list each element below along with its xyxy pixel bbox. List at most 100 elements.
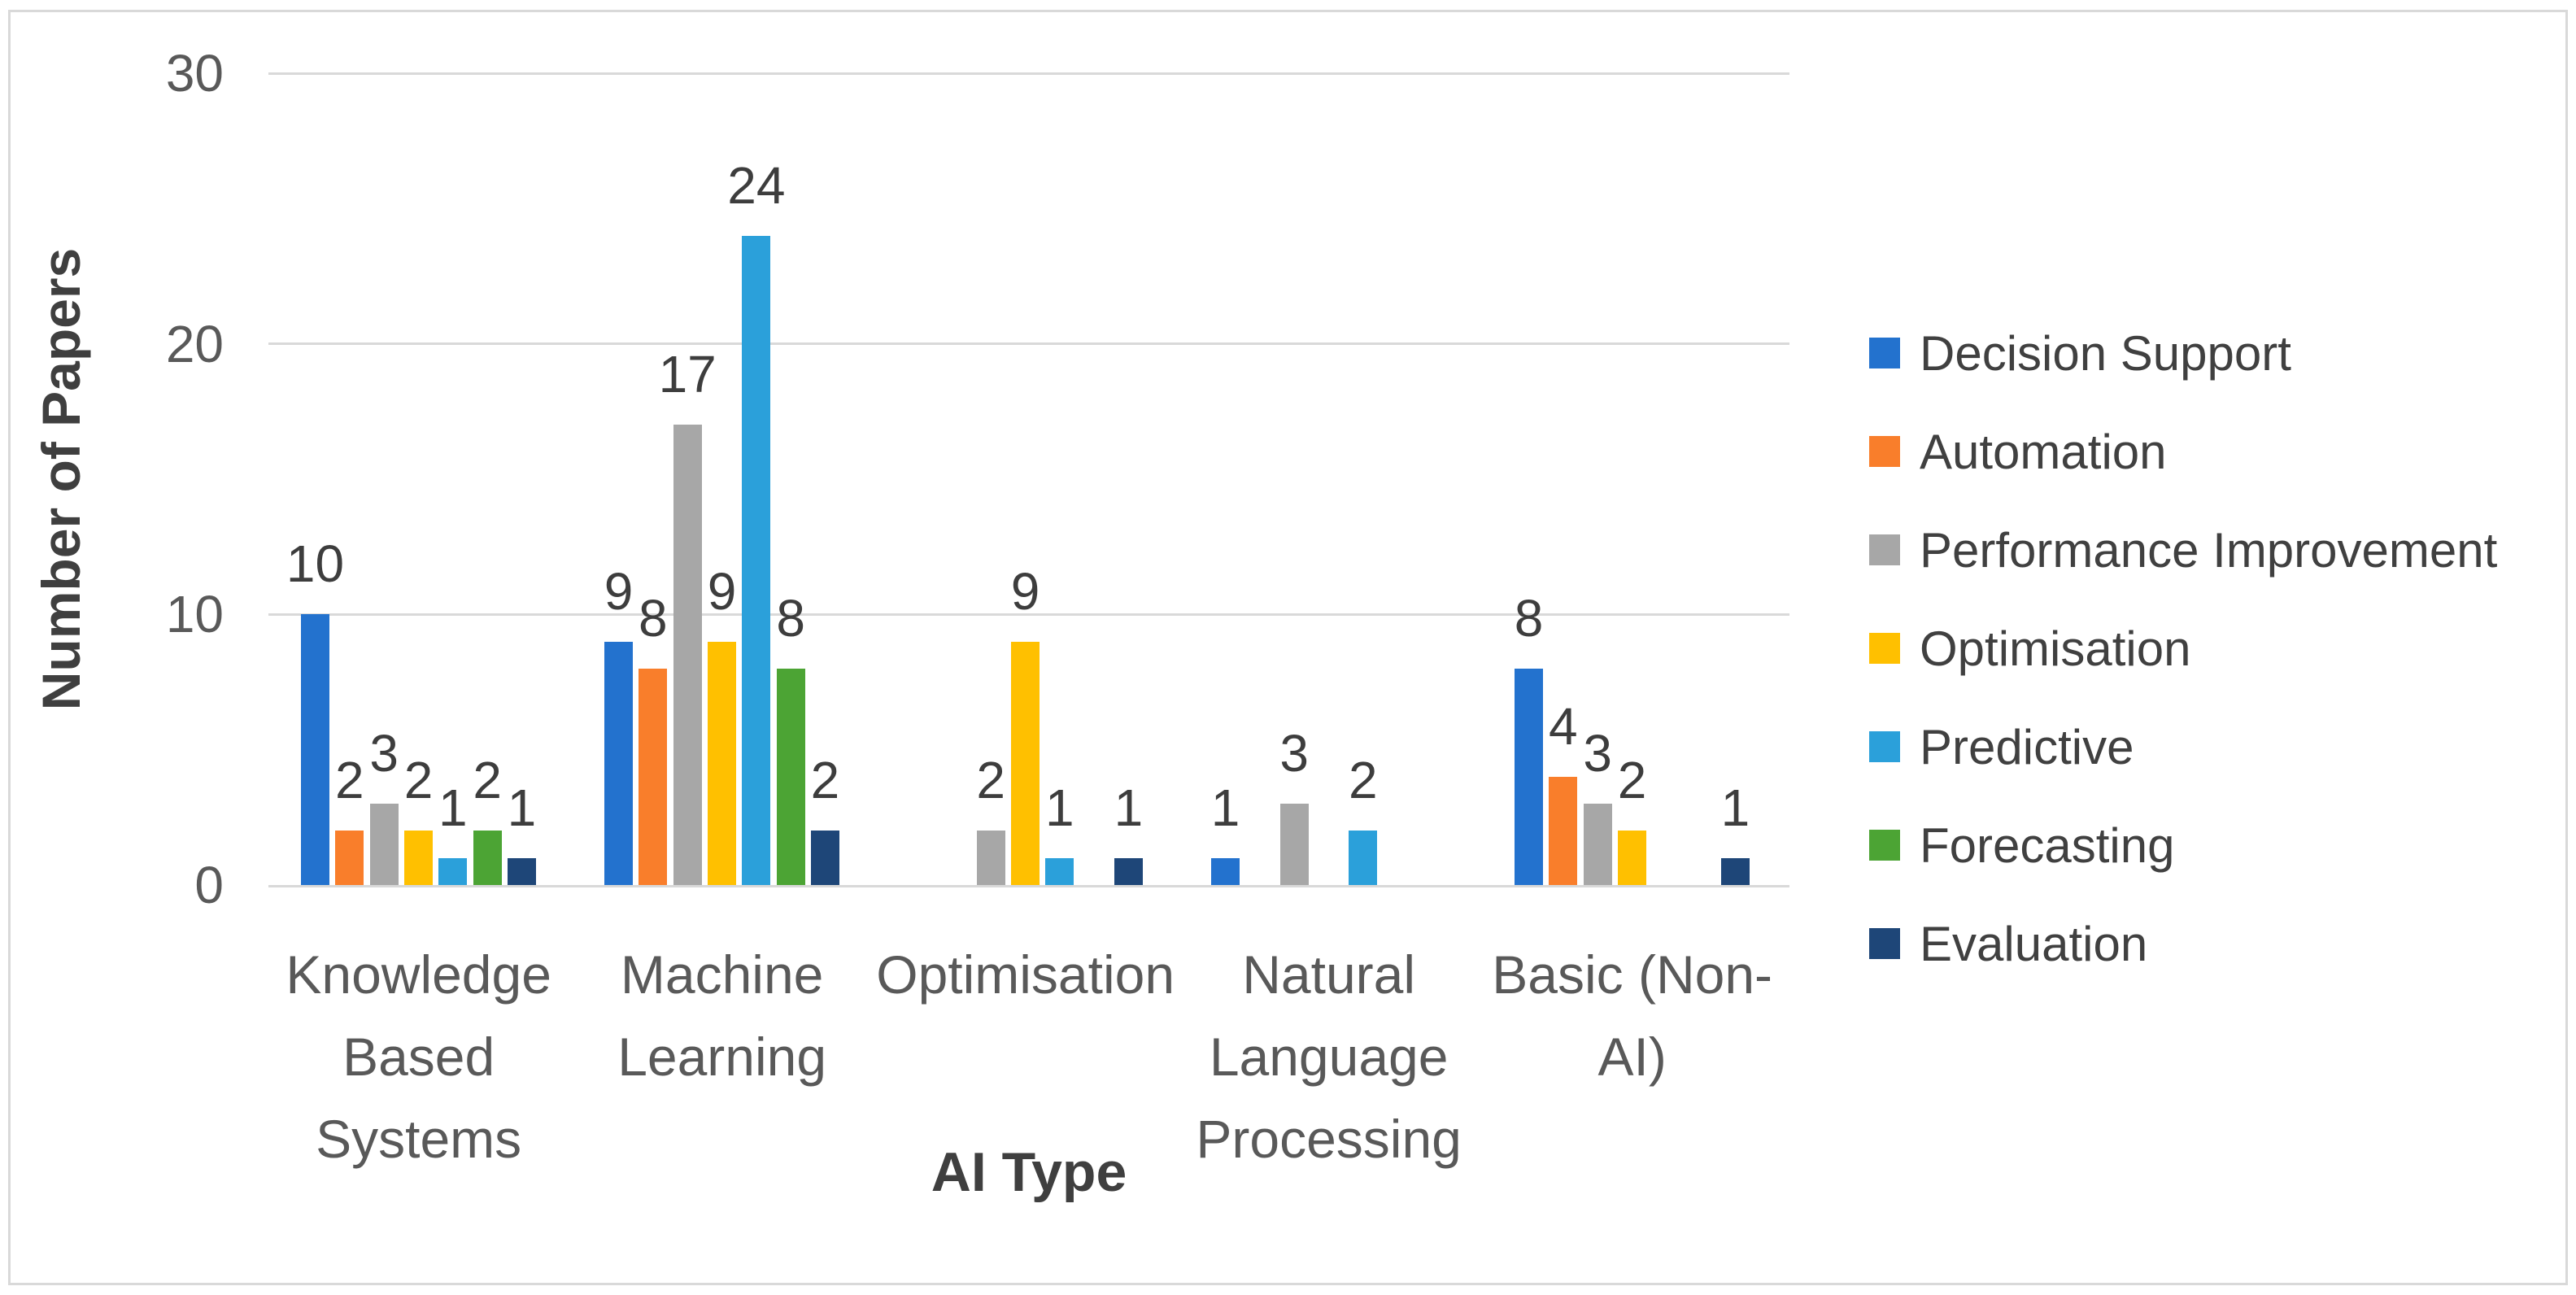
- data-label: 8: [776, 588, 805, 648]
- data-label: 17: [658, 345, 717, 404]
- legend-swatch-icon: [1869, 633, 1900, 664]
- legend-swatch-icon: [1869, 830, 1900, 861]
- bar-forecasting: [473, 831, 502, 885]
- bar-predictive: [1349, 831, 1378, 885]
- category-label-line: Systems: [316, 1109, 522, 1169]
- bar-evaluation: [810, 831, 839, 885]
- bar-performance-improvement: [1279, 804, 1309, 885]
- legend-swatch-icon: [1869, 928, 1900, 959]
- category-label-line: Knowledge: [285, 944, 551, 1005]
- bar-decision-support: [1211, 857, 1240, 885]
- bar-optimisation: [707, 641, 736, 885]
- bar-automation: [1549, 776, 1578, 885]
- bar-evaluation: [1114, 857, 1143, 885]
- y-tick-label-10: 10: [165, 585, 224, 644]
- data-label: 1: [1045, 778, 1074, 837]
- category-label-line: Based: [342, 1027, 495, 1087]
- data-label: 24: [727, 155, 786, 215]
- legend-swatch-icon: [1869, 436, 1900, 467]
- gridline-30: [268, 72, 1789, 75]
- data-label: 3: [369, 724, 399, 783]
- data-label: 1: [1114, 778, 1144, 837]
- legend-label: Evaluation: [1920, 916, 2148, 971]
- data-label: 2: [1617, 751, 1647, 810]
- bar-automation: [639, 668, 668, 885]
- data-label: 10: [285, 534, 345, 594]
- figure-border: [8, 10, 2568, 1285]
- category-label-line: Language: [1209, 1027, 1449, 1087]
- data-label: 4: [1549, 696, 1578, 756]
- category-label-line: Machine: [620, 944, 824, 1005]
- bar-predictive: [1045, 857, 1074, 885]
- data-label: 9: [604, 561, 634, 621]
- legend-swatch-icon: [1869, 534, 1900, 565]
- data-label: 1: [507, 778, 537, 837]
- category-label-line: Basic (Non-AI): [1492, 944, 1773, 1087]
- legend-item-decision-support: Decision Support: [1869, 319, 2291, 387]
- data-label: 2: [403, 751, 434, 810]
- bar-automation: [335, 831, 364, 885]
- legend-item-performance-improvement: Performance Improvement: [1869, 516, 2497, 584]
- bar-optimisation: [403, 831, 433, 885]
- bar-optimisation: [1617, 831, 1646, 885]
- y-tick-label-0: 0: [194, 856, 224, 914]
- legend-label: Forecasting: [1920, 818, 2175, 873]
- data-label: 3: [1583, 724, 1612, 783]
- bar-forecasting: [776, 668, 805, 885]
- bar-performance-improvement: [369, 804, 399, 885]
- legend-item-automation: Automation: [1869, 417, 2167, 486]
- category-label-line: Processing: [1196, 1109, 1462, 1169]
- legend-swatch-icon: [1869, 338, 1900, 368]
- legend-label: Predictive: [1920, 719, 2134, 774]
- y-tick-label-30: 30: [165, 44, 224, 102]
- legend-label: Optimisation: [1920, 621, 2191, 676]
- category-label-line: Learning: [617, 1027, 827, 1087]
- data-label: 1: [1720, 778, 1750, 837]
- bar-decision-support: [1515, 668, 1543, 885]
- bar-predictive: [742, 235, 771, 885]
- data-label: 9: [1010, 561, 1040, 621]
- legend-label: Decision Support: [1920, 325, 2291, 381]
- category-label-basic-non-ai-: Basic (Non-AI): [1462, 934, 1803, 1098]
- data-label: 3: [1279, 724, 1309, 783]
- data-label: 8: [639, 588, 668, 648]
- legend-item-forecasting: Forecasting: [1869, 811, 2174, 879]
- x-axis-title: AI Type: [931, 1141, 1127, 1203]
- category-label-machine-learning: Machine Learning: [551, 934, 893, 1098]
- gridline-10: [268, 613, 1789, 616]
- data-label: 2: [1349, 751, 1378, 810]
- data-label: 9: [707, 561, 737, 621]
- gridline-20: [268, 342, 1789, 346]
- x-axis-line: [268, 885, 1789, 887]
- bar-predictive: [438, 857, 468, 885]
- legend-item-optimisation: Optimisation: [1869, 614, 2190, 682]
- category-label-optimisation: Optimisation: [855, 934, 1196, 1016]
- bar-performance-improvement: [976, 831, 1005, 885]
- bar-optimisation: [1010, 641, 1040, 885]
- data-label: 2: [976, 751, 1005, 810]
- bar-decision-support: [604, 641, 633, 885]
- data-label: 2: [473, 751, 502, 810]
- legend-label: Automation: [1920, 424, 2167, 479]
- legend-swatch-icon: [1869, 731, 1900, 762]
- bar-performance-improvement: [673, 425, 702, 885]
- category-label-knowledge-based-systems: Knowledge Based Systems: [248, 934, 590, 1180]
- data-label: 8: [1514, 588, 1544, 648]
- data-label: 2: [335, 751, 364, 810]
- data-label: 2: [810, 751, 840, 810]
- legend-label: Performance Improvement: [1920, 522, 2498, 578]
- data-label: 1: [438, 778, 468, 837]
- y-tick-label-20: 20: [165, 314, 224, 373]
- bar-performance-improvement: [1583, 804, 1612, 885]
- category-label-line: Optimisation: [876, 944, 1175, 1005]
- legend-item-evaluation: Evaluation: [1869, 909, 2147, 978]
- bar-evaluation: [507, 857, 536, 885]
- data-label: 1: [1210, 778, 1240, 837]
- category-label-natural-language-processing: Natural Language Processing: [1158, 934, 1500, 1180]
- category-label-line: Natural: [1242, 944, 1416, 1005]
- legend-item-predictive: Predictive: [1869, 713, 2134, 781]
- plot-area: 10 2 3 2 1 2 1 9 8 17 9 24 8 2 2 9 1 1 1 3 2 8 4 3 2 1: [268, 72, 1789, 887]
- bar-evaluation: [1720, 857, 1750, 885]
- bar-decision-support: [301, 614, 329, 885]
